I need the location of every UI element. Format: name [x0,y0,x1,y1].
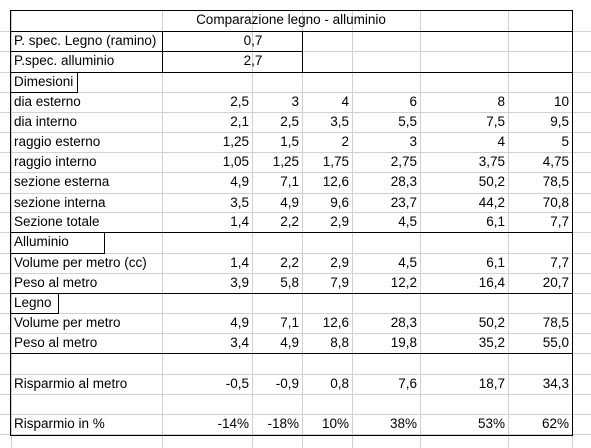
row-label-raggio-esterno: raggio esterno [14,134,101,149]
cell-le-volume-6: 78,5 [542,315,569,330]
cell-al-peso-3: 7,9 [330,275,349,290]
cell-sezione-totale-2: 2,2 [280,214,299,229]
cell-risparmio-pct-4: 38% [389,416,417,431]
cell-dia-interno-4: 5,5 [398,114,417,129]
cell-raggio-esterno-5: 4 [497,134,505,149]
cell-dia-interno-5: 7,5 [486,114,505,129]
cell-al-volume-5: 6,1 [486,255,505,270]
cell-le-peso-2: 4,9 [280,335,299,350]
cell-sezione-interna-3: 9,6 [330,195,349,210]
cell-raggio-esterno-4: 3 [409,134,417,149]
param-value-alluminio: 2,7 [243,53,263,68]
cell-risparmio-3: 0,8 [330,376,349,391]
row-label-le-volume: Volume per metro [14,315,121,330]
cell-dia-esterno-4: 6 [409,94,417,109]
cell-raggio-interno-4: 2,75 [390,154,417,169]
table-title: Comparazione legno - alluminio [196,12,386,27]
section-legno: Legno [14,295,52,310]
row-label-dia-esterno: dia esterno [14,94,81,109]
cell-dia-interno-2: 2,5 [280,114,299,129]
cell-sezione-esterna-1: 4,9 [230,174,249,189]
cell-sezione-totale-3: 2,9 [330,214,349,229]
cell-risparmio-pct-2: -18% [267,416,299,431]
cell-al-volume-2: 2,2 [280,255,299,270]
cell-risparmio-pct-6: 62% [541,416,569,431]
row-label-risparmio: Risparmio al metro [14,376,128,391]
param-label-legno: P. spec. Legno (ramino) [14,33,157,48]
cell-raggio-interno-3: 1,75 [322,154,349,169]
cell-risparmio-pct-1: -14% [217,416,249,431]
param-label-alluminio: P.spec. alluminio [14,53,115,68]
cell-sezione-totale-1: 1,4 [230,214,249,229]
cell-sezione-interna-6: 70,8 [542,195,569,210]
cell-le-peso-3: 8,8 [330,335,349,350]
cell-le-volume-4: 28,3 [390,315,417,330]
cell-al-volume-1: 1,4 [230,255,249,270]
cell-risparmio-5: 18,7 [478,376,505,391]
cell-risparmio-1: -0,5 [225,376,249,391]
cell-sezione-interna-5: 44,2 [478,195,505,210]
cell-raggio-interno-1: 1,05 [222,154,249,169]
cell-al-volume-4: 4,5 [398,255,417,270]
cell-le-volume-2: 7,1 [280,315,299,330]
cell-dia-interno-1: 2,1 [230,114,249,129]
cell-raggio-esterno-3: 2 [341,134,349,149]
cell-le-volume-1: 4,9 [230,315,249,330]
section-dimensioni: Dimesioni [14,74,74,89]
cell-dia-esterno-6: 10 [553,94,569,109]
cell-raggio-esterno-1: 1,25 [222,134,249,149]
cell-dia-esterno-5: 8 [497,94,505,109]
cell-sezione-esterna-6: 78,5 [542,174,569,189]
cell-le-peso-4: 19,8 [390,335,417,350]
section-alluminio: Alluminio [14,234,69,249]
cell-risparmio-2: -0,9 [275,376,299,391]
cell-risparmio-pct-3: 10% [321,416,349,431]
cell-le-peso-5: 35,2 [478,335,505,350]
cell-dia-esterno-3: 4 [341,94,349,109]
cell-le-peso-6: 55,0 [542,335,569,350]
cell-raggio-interno-5: 3,75 [478,154,505,169]
cell-le-volume-5: 50,2 [478,315,505,330]
cell-sezione-esterna-3: 12,6 [322,174,349,189]
cell-risparmio-pct-5: 53% [477,416,505,431]
row-label-al-volume: Volume per metro (cc) [14,255,147,270]
cell-al-peso-4: 12,2 [390,275,417,290]
cell-al-volume-6: 7,7 [550,255,569,270]
cell-raggio-esterno-2: 1,5 [280,134,299,149]
cell-le-volume-3: 12,6 [322,315,349,330]
cell-raggio-interno-6: 4,75 [542,154,569,169]
row-label-sezione-totale: Sezione totale [14,214,100,229]
param-value-legno: 0,7 [243,33,263,48]
cell-raggio-esterno-6: 5 [561,134,569,149]
cell-dia-interno-3: 3,5 [330,114,349,129]
cell-al-peso-1: 3,9 [230,275,249,290]
cell-risparmio-4: 7,6 [398,376,417,391]
row-label-risparmio-pct: Risparmio in % [14,416,105,431]
cell-sezione-totale-6: 7,7 [550,214,569,229]
cell-risparmio-6: 34,3 [542,376,569,391]
cell-al-peso-5: 16,4 [478,275,505,290]
cell-dia-interno-6: 9,5 [550,114,569,129]
cell-raggio-interno-2: 1,25 [272,154,299,169]
cell-sezione-interna-4: 23,7 [390,195,417,210]
cell-sezione-esterna-2: 7,1 [280,174,299,189]
cell-al-volume-3: 2,9 [330,255,349,270]
cell-sezione-esterna-4: 28,3 [390,174,417,189]
row-label-sezione-esterna: sezione esterna [14,174,110,189]
cell-sezione-esterna-5: 50,2 [478,174,505,189]
cell-al-peso-2: 5,8 [280,275,299,290]
cell-dia-esterno-2: 3 [291,94,299,109]
cell-sezione-interna-1: 3,5 [230,195,249,210]
cell-sezione-totale-4: 4,5 [398,214,417,229]
cell-al-peso-6: 20,7 [542,275,569,290]
row-label-dia-interno: dia interno [14,114,78,129]
cell-le-peso-1: 3,4 [230,335,249,350]
cell-sezione-interna-2: 4,9 [280,195,299,210]
cell-dia-esterno-1: 2,5 [230,94,249,109]
row-label-al-peso: Peso al metro [14,275,98,290]
row-label-raggio-interno: raggio interno [14,154,97,169]
row-label-le-peso: Peso al metro [14,335,98,350]
cell-sezione-totale-5: 6,1 [486,214,505,229]
row-label-sezione-interna: sezione interna [14,195,106,210]
